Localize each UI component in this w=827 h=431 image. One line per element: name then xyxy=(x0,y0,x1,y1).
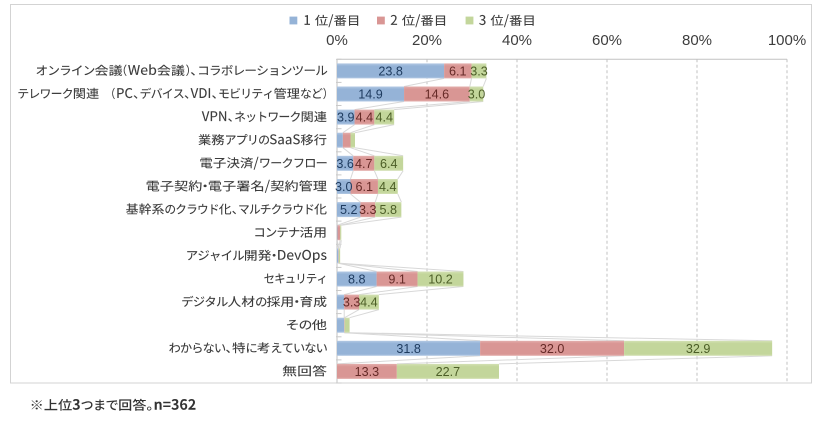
svg-text:14.9: 14.9 xyxy=(358,88,383,102)
svg-text:32.9: 32.9 xyxy=(686,342,711,356)
svg-text:3.9: 3.9 xyxy=(337,111,355,125)
svg-text:4.7: 4.7 xyxy=(355,157,373,171)
svg-text:8.8: 8.8 xyxy=(348,273,366,287)
svg-text:4.4: 4.4 xyxy=(360,296,378,310)
svg-text:9.1: 9.1 xyxy=(388,273,406,287)
svg-text:31.8: 31.8 xyxy=(396,342,421,356)
svg-text:5.2: 5.2 xyxy=(340,203,358,217)
svg-text:6.1: 6.1 xyxy=(449,65,467,79)
svg-text:4.4: 4.4 xyxy=(379,180,397,194)
svg-text:10.2: 10.2 xyxy=(428,273,453,287)
svg-text:22.7: 22.7 xyxy=(436,365,461,379)
svg-text:20%: 20% xyxy=(412,32,442,49)
svg-text:100%: 100% xyxy=(768,32,806,49)
svg-text:13.3: 13.3 xyxy=(355,365,380,379)
svg-text:23.8: 23.8 xyxy=(378,65,403,79)
svg-text:6.1: 6.1 xyxy=(355,180,373,194)
svg-text:40%: 40% xyxy=(502,32,532,49)
svg-text:3.3: 3.3 xyxy=(343,296,361,310)
svg-text:3.0: 3.0 xyxy=(335,180,353,194)
svg-text:80%: 80% xyxy=(682,32,712,49)
svg-text:4.4: 4.4 xyxy=(356,111,374,125)
svg-text:0%: 0% xyxy=(326,32,348,49)
svg-text:60%: 60% xyxy=(592,32,622,49)
svg-text:14.6: 14.6 xyxy=(425,88,450,102)
svg-text:6.4: 6.4 xyxy=(380,157,398,171)
svg-text:3.0: 3.0 xyxy=(468,88,486,102)
svg-text:3.6: 3.6 xyxy=(336,157,354,171)
svg-text:32.0: 32.0 xyxy=(540,342,565,356)
svg-text:5.8: 5.8 xyxy=(380,203,398,217)
svg-text:3.3: 3.3 xyxy=(359,203,377,217)
svg-text:4.4: 4.4 xyxy=(375,111,393,125)
svg-text:3.3: 3.3 xyxy=(470,65,488,79)
